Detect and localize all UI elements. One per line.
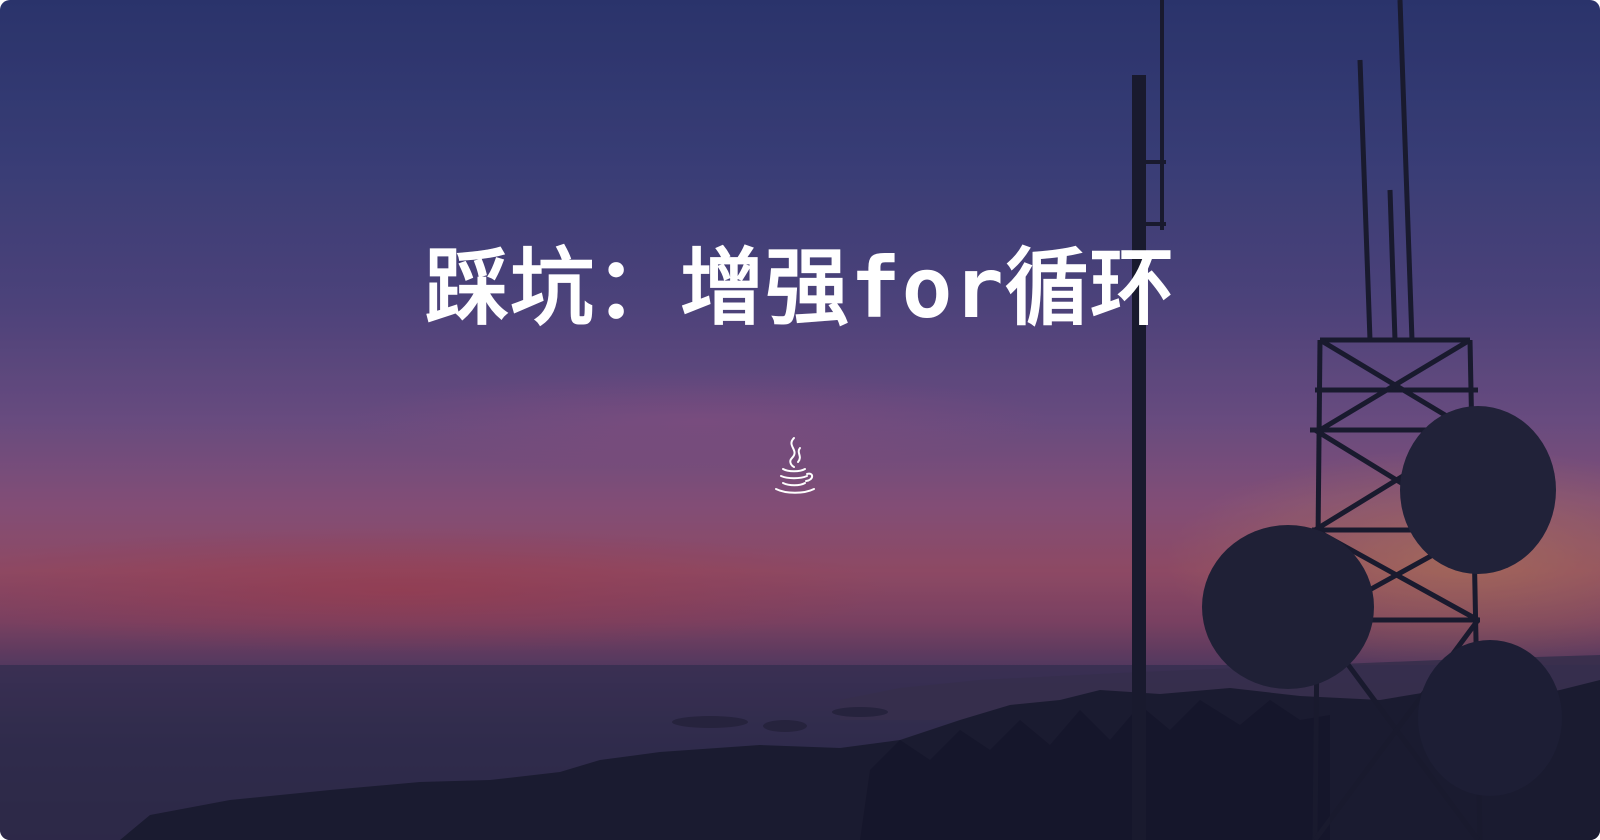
antenna-mast — [1132, 75, 1146, 840]
antenna-mast-brace — [1146, 160, 1166, 164]
tree-line — [860, 700, 1330, 840]
antenna-mast-top — [1160, 0, 1164, 230]
dish-antenna — [1418, 640, 1562, 796]
dish-antenna — [1202, 525, 1374, 689]
island — [672, 716, 748, 728]
page-title: 踩坑：增强for循环 — [425, 239, 1175, 337]
island — [763, 720, 807, 732]
island — [832, 707, 888, 717]
java-coffee-cup-icon — [775, 437, 815, 494]
antenna-mast-brace — [1146, 222, 1166, 226]
dish-antenna — [1400, 406, 1556, 574]
